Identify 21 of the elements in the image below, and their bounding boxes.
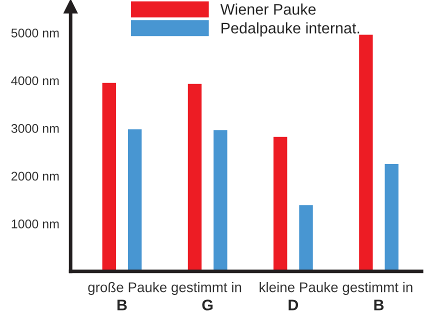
y-tick-label: 4000 nm bbox=[11, 76, 59, 86]
bar bbox=[102, 82, 116, 272]
y-tick-label: 1000 nm bbox=[12, 219, 59, 228]
text: große Pauke gestimmt in bbox=[88, 282, 242, 295]
x-tick-label: G bbox=[202, 300, 213, 310]
y-tick-label: 3000 nm bbox=[11, 124, 59, 133]
x-tick-label: B bbox=[117, 300, 127, 310]
bar bbox=[128, 129, 142, 272]
y-tick-label: 5000 nm bbox=[11, 28, 59, 38]
bar bbox=[384, 164, 398, 272]
bar bbox=[273, 136, 288, 272]
legend-label: Wiener Pauke bbox=[220, 4, 316, 15]
bar bbox=[299, 205, 313, 272]
bar bbox=[359, 34, 373, 272]
legend-label: Pedalpauke internat. bbox=[222, 22, 360, 37]
bar bbox=[214, 130, 228, 272]
x-tick-label: D bbox=[288, 300, 298, 310]
bar bbox=[188, 84, 202, 272]
x-tick-label: B bbox=[374, 300, 384, 310]
text: kleine Pauke gestimmt in bbox=[260, 282, 412, 295]
y-tick-label: 2000 nm bbox=[11, 172, 59, 181]
